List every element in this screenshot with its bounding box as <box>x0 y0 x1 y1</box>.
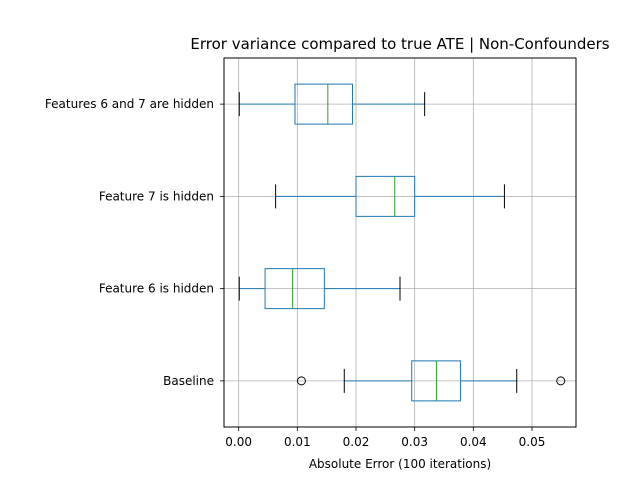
box-baseline <box>296 360 566 402</box>
box-features-6-and-7-are-hidden <box>238 83 426 125</box>
y-tick-label: Feature 7 is hidden <box>99 189 214 203</box>
iqr-box <box>264 268 325 310</box>
box-plots <box>238 83 566 402</box>
y-tick-label: Baseline <box>163 374 214 388</box>
iqr-box <box>355 175 416 217</box>
axis-ticks: 0.00 0.01 0.02 0.03 0.04 0.05 Baseline Feature … <box>45 97 545 449</box>
x-tick-label: 0.00 <box>225 435 252 449</box>
grid-lines <box>224 58 576 427</box>
box-feature-7-is-hidden <box>275 175 505 217</box>
x-tick-label: 0.03 <box>401 435 428 449</box>
outlier-point <box>296 376 306 386</box>
chart-title: Error variance compared to true ATE | No… <box>190 35 609 53</box>
box-feature-6-is-hidden <box>238 268 401 310</box>
outlier-point <box>556 376 566 386</box>
x-tick-label: 0.02 <box>343 435 370 449</box>
y-tick-label: Features 6 and 7 are hidden <box>45 97 214 111</box>
x-tick-label: 0.01 <box>284 435 311 449</box>
x-axis-label: Absolute Error (100 iterations) <box>309 457 491 471</box>
iqr-box <box>294 83 353 125</box>
x-tick-label: 0.04 <box>460 435 487 449</box>
x-tick-label: 0.05 <box>519 435 546 449</box>
y-tick-label: Feature 6 is hidden <box>99 282 214 296</box>
plot-area-frame <box>223 57 577 428</box>
